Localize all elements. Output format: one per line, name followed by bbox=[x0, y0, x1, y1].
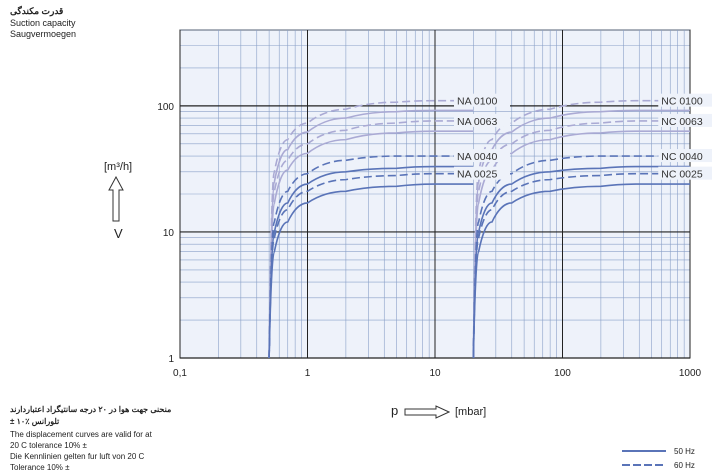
series-line bbox=[472, 172, 690, 359]
curve-label-bg bbox=[658, 166, 712, 180]
curve-label-bg bbox=[658, 113, 712, 127]
curve-label-bg bbox=[454, 113, 510, 127]
series-line bbox=[268, 109, 474, 359]
note-german-line2: Tolerance 10% ± bbox=[10, 463, 70, 472]
series-line bbox=[472, 130, 690, 359]
x-tick-label: 100 bbox=[554, 368, 571, 379]
series-line bbox=[268, 155, 474, 359]
legend-60hz-label: 60 Hz bbox=[674, 461, 695, 470]
curve-label: NC 0040 bbox=[661, 151, 703, 163]
curve-label: NA 0025 bbox=[457, 169, 497, 181]
series-line bbox=[472, 120, 690, 359]
note-english-line2: 20 C tolerance 10% ± bbox=[10, 441, 87, 450]
y-axis-symbol: V bbox=[114, 226, 123, 241]
note-english-line1: The displacement curves are valid for at bbox=[10, 430, 152, 439]
y-tick-label: 1 bbox=[168, 354, 174, 365]
note-persian-line2: ± ۱۰٪ تلورانس bbox=[10, 417, 60, 426]
chart-curve-labels: NA 0100 NA 0063 NA 0040 NA 0025 NC 0100 NC 00… bbox=[454, 93, 712, 181]
series-line bbox=[472, 155, 690, 359]
curve-label-bg bbox=[454, 166, 510, 180]
legend-50hz-label: 50 Hz bbox=[674, 447, 695, 456]
chart-title-german: Saugvermoegen bbox=[10, 29, 77, 39]
note-german-line1: Die Kennlinien gelten fur luft von 20 C bbox=[10, 452, 145, 461]
chart-grid bbox=[179, 29, 691, 359]
y-axis-unit: [m³/h] bbox=[104, 161, 133, 173]
series-line bbox=[268, 172, 474, 359]
series-line bbox=[268, 99, 474, 359]
curve-label-bg bbox=[454, 149, 510, 163]
legend-swatches bbox=[622, 450, 666, 466]
curve-label: NA 0040 bbox=[457, 151, 497, 163]
chart-tick-labels: 0,1 1 10 100 1000 1 10 100 bbox=[157, 102, 701, 379]
curve-label-bg bbox=[454, 93, 510, 107]
curve-label: NC 0063 bbox=[661, 116, 703, 128]
series-line bbox=[472, 165, 690, 359]
right-arrow-icon bbox=[404, 405, 450, 419]
series-line bbox=[472, 99, 690, 359]
curve-label-bg bbox=[658, 93, 712, 107]
x-tick-label: 1000 bbox=[679, 368, 702, 379]
series-line bbox=[472, 183, 690, 359]
series-line bbox=[268, 183, 474, 359]
series-line bbox=[268, 165, 474, 359]
curve-label: NC 0025 bbox=[661, 169, 703, 181]
chart-title-persian: قدرت مکندگی bbox=[10, 6, 64, 16]
curve-label: NA 0063 bbox=[457, 116, 497, 128]
x-tick-label: 10 bbox=[429, 368, 441, 379]
note-persian-line1: منحنی جهت هوا در ۲۰ درجه سانتیگراد اعتبا… bbox=[10, 405, 172, 414]
series-line bbox=[472, 109, 690, 359]
curve-label: NC 0100 bbox=[661, 96, 703, 108]
y-tick-label: 10 bbox=[163, 228, 175, 239]
x-tick-label: 1 bbox=[305, 368, 311, 379]
series-line bbox=[268, 120, 474, 359]
chart-series bbox=[268, 99, 690, 359]
y-tick-label: 100 bbox=[157, 102, 174, 113]
up-arrow-icon bbox=[108, 176, 124, 222]
x-axis-unit: [mbar] bbox=[455, 406, 487, 418]
curve-label-bg bbox=[658, 149, 712, 163]
x-tick-label: 0,1 bbox=[173, 368, 187, 379]
series-line bbox=[268, 130, 474, 359]
chart-title-english: Suction capacity bbox=[10, 18, 76, 28]
x-axis-symbol: p bbox=[391, 403, 399, 418]
curve-label: NA 0100 bbox=[457, 96, 497, 108]
